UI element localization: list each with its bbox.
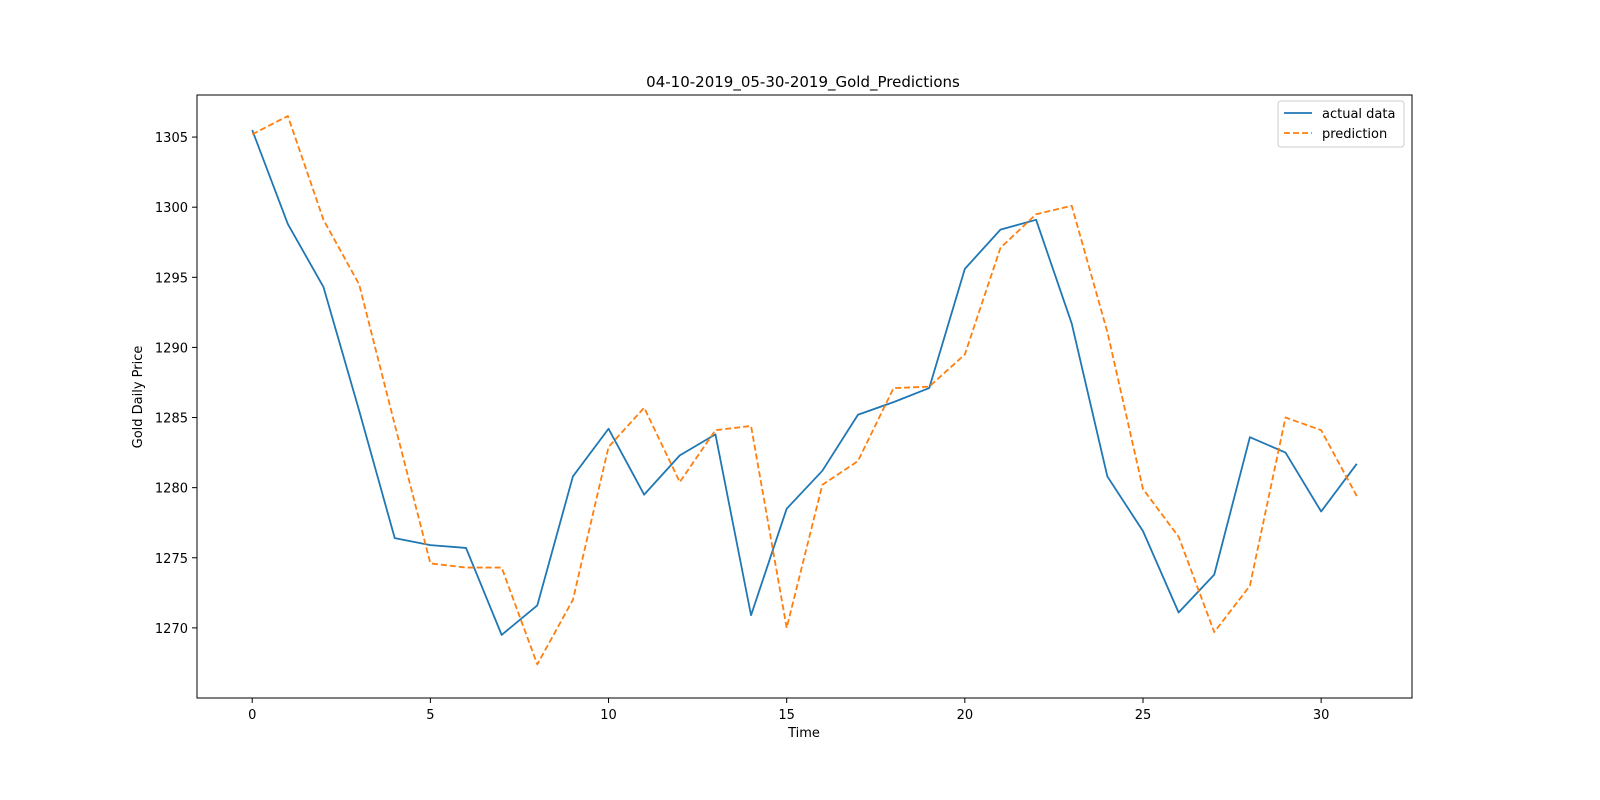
series-lines — [251, 115, 1358, 666]
y-tick-label: 1285 — [155, 412, 188, 427]
legend-label-prediction: prediction — [1322, 127, 1387, 142]
y-tick-label: 1280 — [155, 482, 188, 497]
series-line-actual-data — [251, 129, 1358, 636]
y-tick-label: 1295 — [155, 271, 188, 286]
legend: actual data prediction — [1277, 100, 1405, 148]
x-tick-label: 5 — [426, 708, 434, 723]
legend-label-actual-data: actual data — [1322, 107, 1395, 122]
x-tick-label: 25 — [1135, 708, 1152, 723]
series-line-prediction — [251, 115, 1358, 666]
y-tick-label: 1275 — [155, 552, 188, 567]
x-axis-label: Time — [787, 726, 820, 741]
plot-area-frame — [196, 94, 1413, 699]
chart-title: 04-10-2019_05-30-2019_Gold_Predictions — [646, 73, 960, 92]
y-tick-label: 1300 — [155, 201, 188, 216]
y-tick-label: 1305 — [155, 131, 188, 146]
x-tick-label: 0 — [248, 708, 256, 723]
y-tick-label: 1270 — [155, 622, 188, 637]
x-tick-label: 15 — [778, 708, 795, 723]
x-tick-label: 20 — [957, 708, 974, 723]
axis-ticks: 0 5 10 15 20 25 30 1270 1275 1280 1285 1290 1295 1300… — [155, 131, 1330, 723]
x-tick-label: 30 — [1313, 708, 1330, 723]
x-tick-label: 10 — [600, 708, 617, 723]
y-axis-label: Gold Daily Price — [131, 346, 146, 449]
y-tick-label: 1290 — [155, 341, 188, 356]
